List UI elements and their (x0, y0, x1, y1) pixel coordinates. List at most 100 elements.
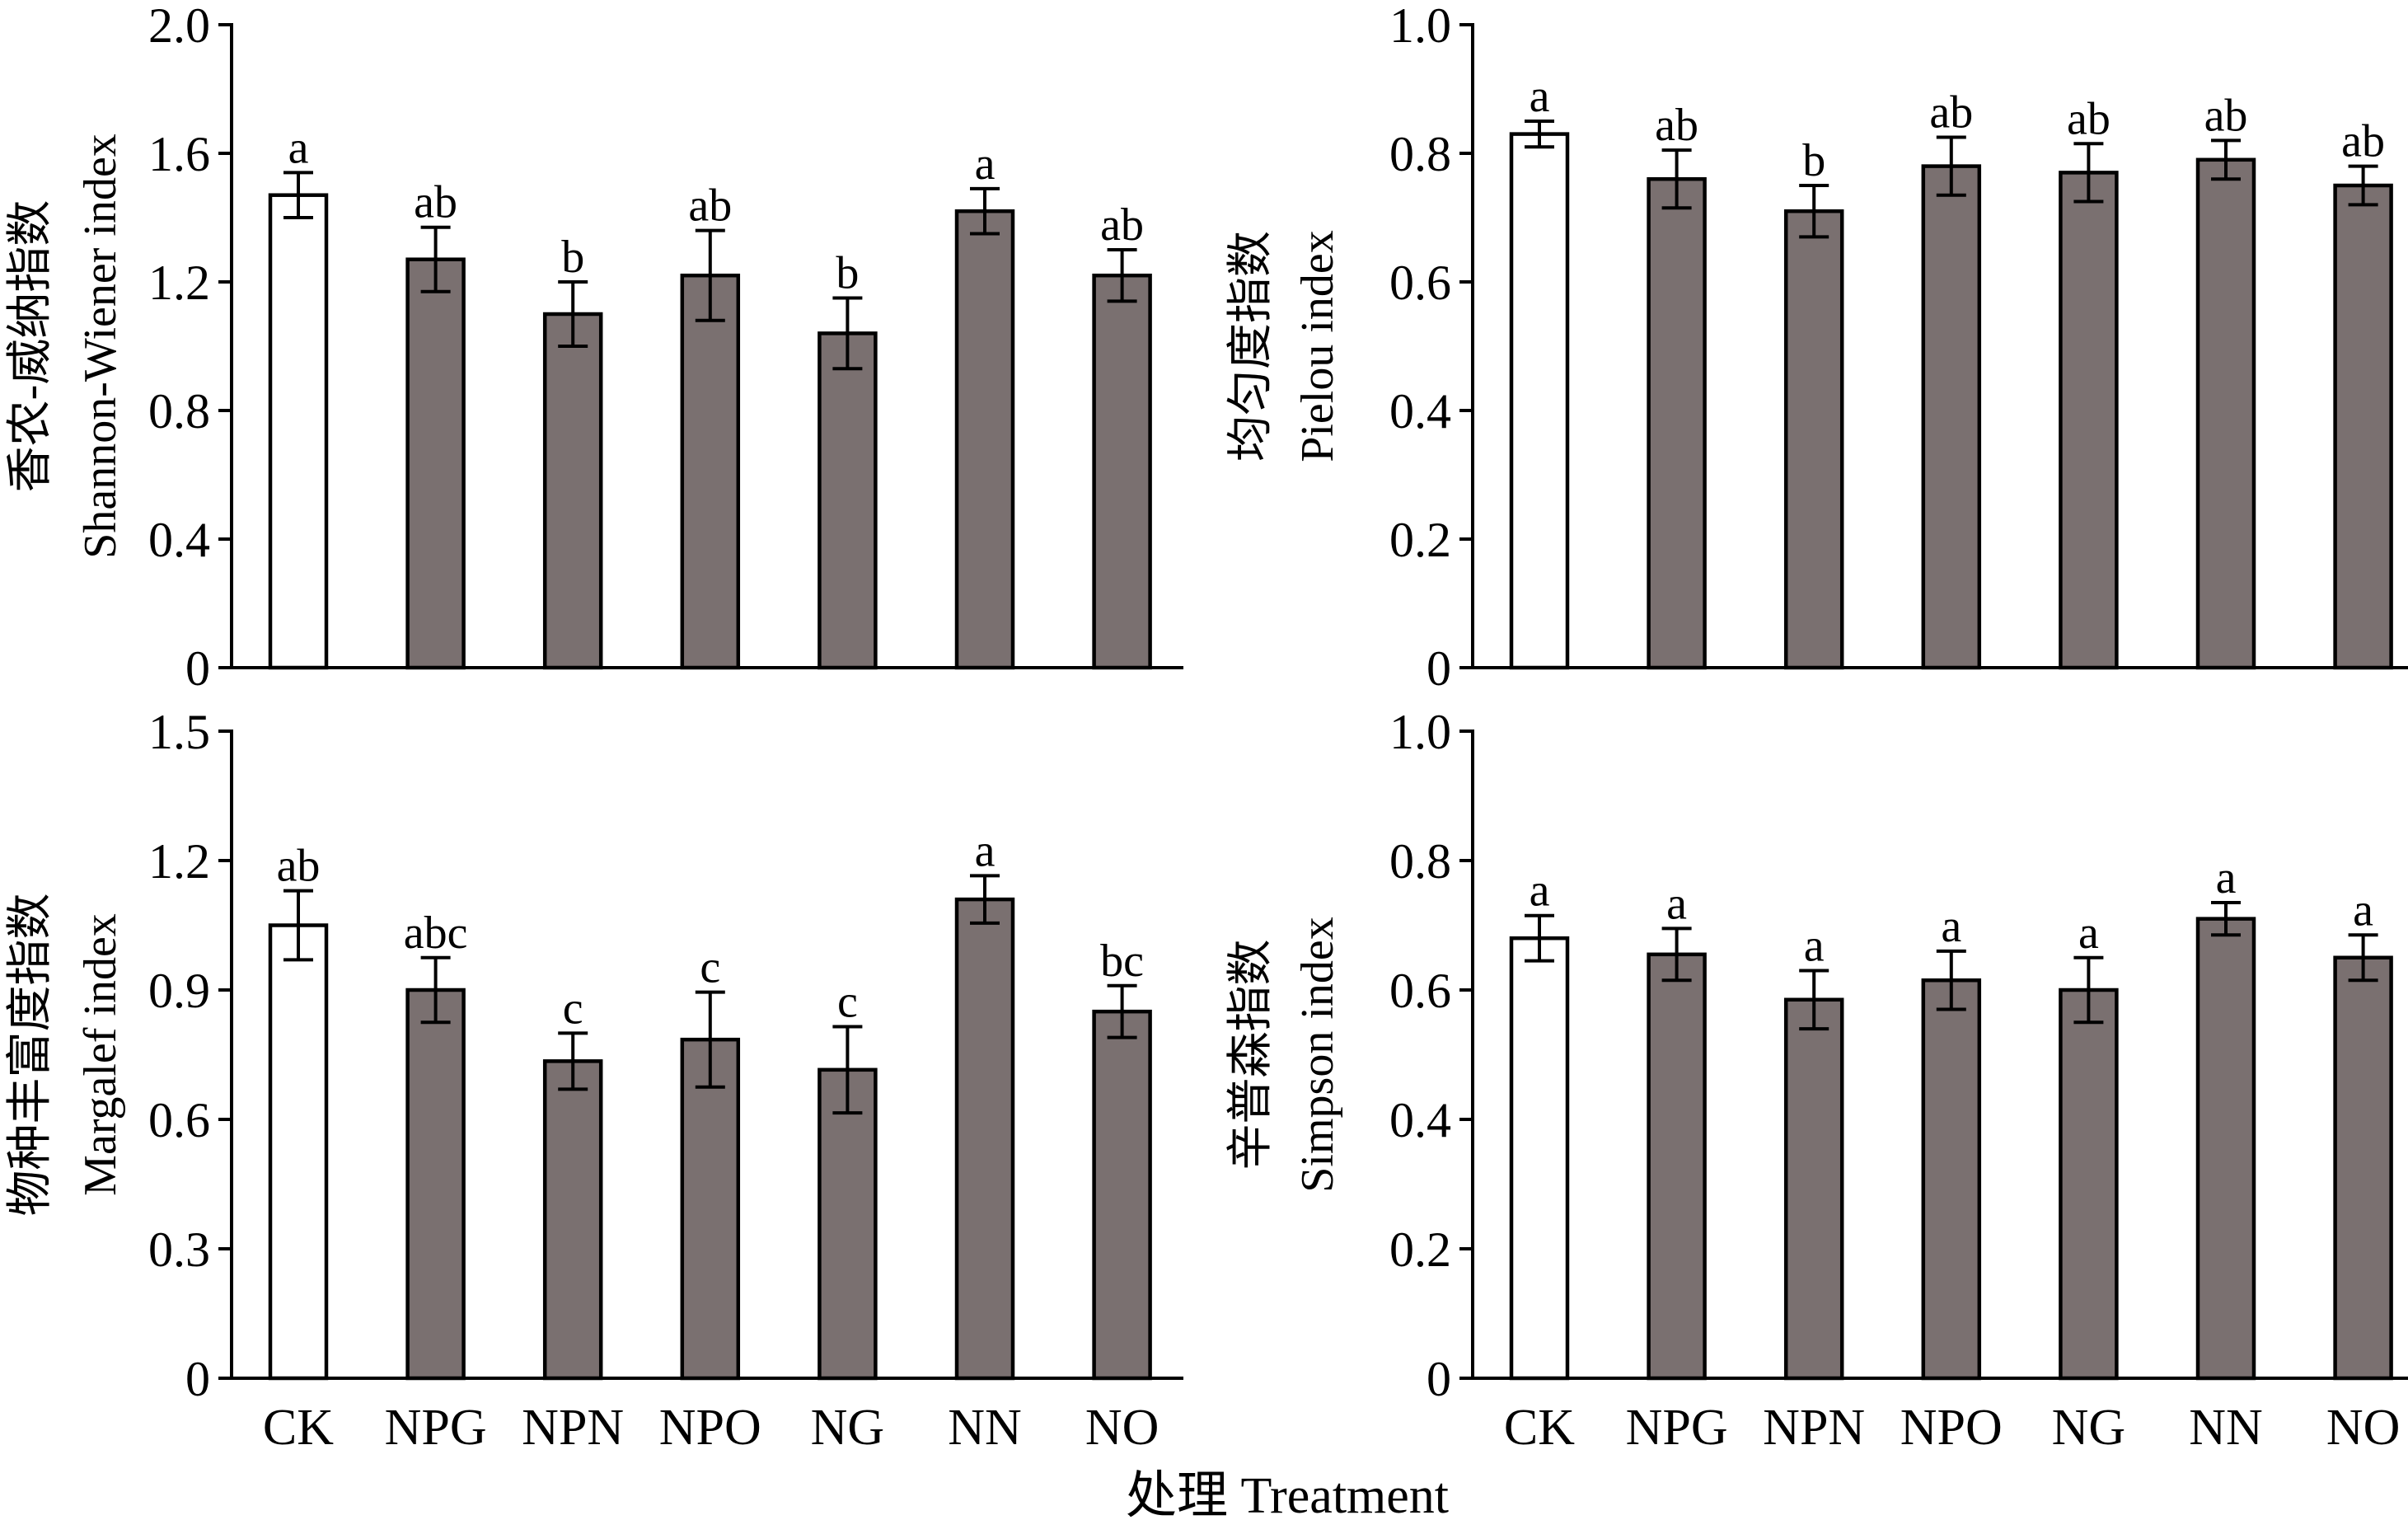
y-tick-label: 0.6 (1389, 256, 1451, 310)
significance-label: a (2078, 908, 2099, 959)
y-tick-label: 0 (1427, 1352, 1451, 1406)
y-axis-title-cn: 均匀度指数 (1225, 231, 1277, 462)
y-tick-label: 0.4 (148, 513, 210, 567)
y-tick-label: 2.0 (148, 0, 210, 53)
y-tick-label: 1.0 (1389, 705, 1451, 759)
significance-label: ab (1100, 199, 1144, 251)
significance-label: a (1941, 901, 1961, 952)
bar-no (1092, 273, 1152, 670)
significance-label: b (561, 232, 584, 283)
significance-label: c (563, 983, 583, 1034)
y-axis-title-en: Margalef index (75, 913, 126, 1196)
significance-label: c (700, 942, 720, 993)
y-tick-label: 0.8 (1389, 834, 1451, 889)
x-tick-label: NPO (1900, 1400, 2003, 1456)
significance-label: abc (404, 908, 468, 959)
significance-label: ab (688, 181, 732, 232)
x-tick-label: NO (2326, 1400, 2401, 1456)
bar-npg (1647, 176, 1707, 670)
panel-simpson: 0 0.2 0.4 0.6 0.8 1.0 辛普森指数 Simpson index a CK a NP… (1225, 705, 2408, 1456)
y-tick-label: 0.6 (1389, 964, 1451, 1018)
bar-npo (1921, 978, 1982, 1381)
bar-ck (268, 193, 329, 670)
y-tick-label: 0.6 (148, 1093, 210, 1147)
significance-label: a (2353, 884, 2373, 936)
y-tick-label: 0.8 (148, 384, 210, 439)
x-tick-label: NO (1085, 1400, 1159, 1456)
x-axis-title: 处理 Treatment (1126, 1468, 1449, 1520)
bar-npn (542, 312, 603, 670)
significance-label: a (1530, 71, 1550, 122)
y-tick-label: 0 (185, 641, 210, 696)
y-tick-label: 1.6 (148, 127, 210, 181)
significance-label: ab (414, 177, 457, 228)
x-tick-label: NPG (1626, 1400, 1728, 1456)
bar-nn (2195, 157, 2256, 670)
bar-npg (405, 257, 466, 670)
significance-label: ab (2067, 93, 2111, 144)
significance-label: bc (1100, 936, 1144, 987)
bar-npo (680, 273, 741, 670)
bar-npn (1783, 209, 1844, 670)
bar-ck (1509, 132, 1570, 670)
y-tick-label: 0.4 (1389, 384, 1451, 439)
significance-label: ab (277, 841, 321, 892)
x-tick-label: NPG (385, 1400, 487, 1456)
significance-label: a (975, 138, 996, 190)
y-tick-label: 0.2 (1389, 1222, 1451, 1277)
significance-label: a (1666, 878, 1687, 929)
x-tick-label: NPN (522, 1400, 624, 1456)
y-tick-label: 0.2 (1389, 513, 1451, 567)
bar-ck (268, 923, 329, 1381)
bar-nn (954, 209, 1015, 670)
significance-label: a (288, 122, 309, 173)
bar-npn (1783, 997, 1844, 1381)
bar-no (2333, 955, 2393, 1381)
y-tick-label: 0 (185, 1352, 210, 1406)
bar-npo (1921, 164, 1982, 670)
panel-shannon-wiener: 0 0.4 0.8 1.2 1.6 2.0 香农-威纳指数 Shannon-Wiener in… (5, 0, 1183, 696)
x-tick-label: CK (1504, 1400, 1575, 1456)
panel-pielou: 0 0.2 0.4 0.6 0.8 1.0 均匀度指数 Pielou index a ab b ab a… (1225, 0, 2408, 696)
x-tick-label: NG (811, 1400, 885, 1456)
significance-label: a (1530, 866, 1550, 917)
significance-label: ab (2204, 90, 2248, 141)
bar-nn (2195, 917, 2256, 1381)
significance-label: ab (1655, 100, 1698, 151)
y-tick-label: 0.8 (1389, 127, 1451, 181)
bar-ng (818, 1067, 878, 1381)
bar-no (2333, 183, 2393, 670)
bar-ck (1509, 936, 1570, 1381)
y-tick-label: 1.5 (148, 705, 210, 759)
x-tick-label: NN (2189, 1400, 2263, 1456)
y-tick-label: 0.3 (148, 1222, 210, 1277)
y-axis-title-en: Shannon-Wiener index (75, 134, 126, 559)
y-axis-title-cn: 香农-威纳指数 (5, 200, 56, 493)
significance-label: a (2216, 852, 2237, 903)
significance-label: c (837, 976, 858, 1027)
x-tick-label: NPO (659, 1400, 761, 1456)
significance-label: ab (2341, 116, 2385, 167)
bar-no (1092, 1009, 1152, 1381)
y-tick-label: 1.2 (148, 256, 210, 310)
y-axis-title-cn: 物种丰富度指数 (5, 894, 56, 1217)
bar-npn (542, 1059, 603, 1381)
y-tick-label: 0.4 (1389, 1093, 1451, 1147)
y-tick-label: 0 (1427, 641, 1451, 696)
bar-npg (1647, 952, 1707, 1381)
y-tick-label: 1.0 (1389, 0, 1451, 53)
y-axis-title-en: Simpson index (1292, 917, 1343, 1192)
y-axis-title-en: Pielou index (1292, 230, 1343, 462)
significance-label: a (1804, 920, 1825, 971)
significance-label: a (975, 825, 996, 876)
x-tick-label: NPN (1763, 1400, 1865, 1456)
y-tick-label: 1.2 (148, 834, 210, 889)
significance-label: b (836, 248, 859, 299)
y-tick-label: 0.9 (148, 964, 210, 1018)
bar-ng (2059, 988, 2119, 1381)
x-tick-label: NG (2052, 1400, 2126, 1456)
bar-nn (954, 897, 1015, 1381)
significance-label: ab (1929, 87, 1973, 138)
bar-npo (680, 1037, 741, 1381)
